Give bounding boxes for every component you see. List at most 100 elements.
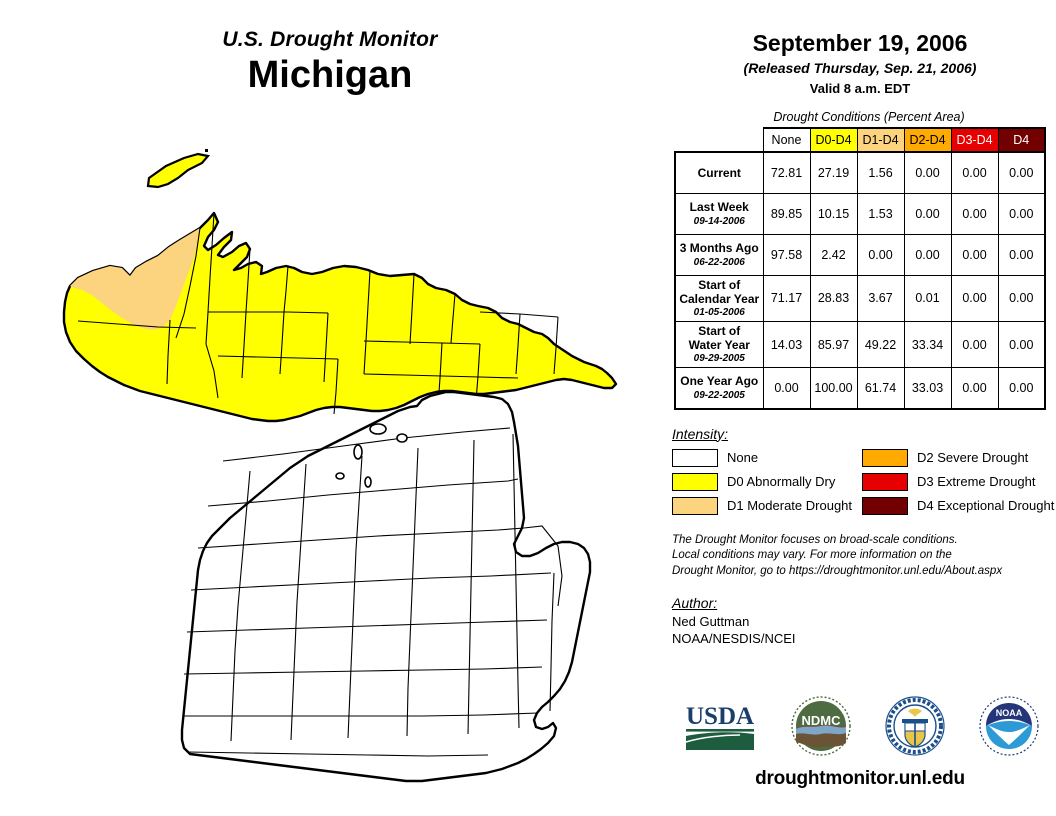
disclaimer-line-1: The Drought Monitor focuses on broad-sca… bbox=[672, 533, 958, 546]
legend-grid: None D2 Severe Drought D0 Abnormally Dry… bbox=[672, 448, 1055, 515]
valid-time: Valid 8 a.m. EDT bbox=[809, 81, 911, 97]
cell-calyear-d1d4: 3.67 bbox=[856, 274, 905, 323]
cell-current-d3d4: 0.00 bbox=[950, 151, 999, 194]
map-county-lines-lp bbox=[183, 427, 563, 757]
drought-conditions-table: None D0-D4 D1-D4 D2-D4 D3-D4 D4 Current … bbox=[674, 127, 1046, 410]
logo-row: USDA NDMC bbox=[668, 688, 1056, 764]
page-title-program: U.S. Drought Monitor bbox=[222, 28, 438, 51]
column-header-d3-d4: D3-D4 bbox=[950, 127, 999, 153]
map-region-lower-peninsula bbox=[180, 390, 592, 783]
row-label-date: 06-22-2006 bbox=[693, 256, 745, 268]
legend-swatch-d4 bbox=[862, 496, 908, 515]
column-header-none: None bbox=[762, 127, 811, 153]
legend-item-d2: D2 Severe Drought bbox=[862, 448, 1052, 467]
intensity-legend: Intensity: None D2 Severe Drought D0 Abn… bbox=[672, 425, 1055, 515]
noaa-logo: NOAA bbox=[979, 696, 1039, 756]
ndmc-logo: NDMC bbox=[791, 696, 851, 756]
row-label-text: One Year Ago bbox=[680, 374, 759, 389]
cell-current-d2d4: 0.00 bbox=[903, 151, 952, 194]
legend-title: Intensity: bbox=[672, 425, 729, 442]
disclaimer-line-2: Local conditions may vary. For more info… bbox=[672, 549, 952, 562]
table-row: Start of Calendar Year 01-05-2006 71.17 2… bbox=[674, 274, 1046, 323]
map-islands bbox=[335, 423, 408, 488]
cell-3months-d1d4: 0.00 bbox=[856, 233, 905, 276]
release-date: (Released Thursday, Sep. 21, 2006) bbox=[743, 60, 977, 77]
legend-swatch-none bbox=[672, 448, 718, 467]
cell-current-d4: 0.00 bbox=[997, 151, 1046, 194]
right-panel: September 19, 2006 (Released Thursday, S… bbox=[664, 0, 1056, 816]
table-row: Start of Water Year 09-29-2005 14.03 85.9… bbox=[674, 321, 1046, 369]
cell-calyear-d4: 0.00 bbox=[997, 274, 1046, 323]
cell-3months-d0d4: 2.42 bbox=[809, 233, 858, 276]
legend-item-d3: D3 Extreme Drought bbox=[862, 472, 1052, 491]
row-label-date: 09-14-2006 bbox=[693, 215, 745, 227]
table-row: 3 Months Ago 06-22-2006 97.58 2.42 0.00 … bbox=[674, 233, 1046, 276]
cell-current-d0d4: 27.19 bbox=[809, 151, 858, 194]
cell-oneyear-d4: 0.00 bbox=[997, 367, 1046, 410]
michigan-drought-map bbox=[18, 116, 663, 816]
table-header-row: None D0-D4 D1-D4 D2-D4 D3-D4 D4 bbox=[675, 127, 1046, 153]
author-affiliation: NOAA/NESDIS/NCEI bbox=[672, 631, 796, 647]
table-row: One Year Ago 09-22-2005 0.00 100.00 61.7… bbox=[674, 367, 1046, 410]
row-label-text: Current bbox=[697, 166, 741, 181]
row-label-one-year-ago: One Year Ago 09-22-2005 bbox=[674, 367, 764, 410]
usda-logo: USDA bbox=[685, 703, 754, 750]
disclaimer-line-3: Drought Monitor, go to https://droughtmo… bbox=[672, 564, 1003, 577]
row-label-date: 09-29-2005 bbox=[693, 353, 745, 365]
legend-swatch-d0 bbox=[672, 472, 718, 491]
cell-lastweek-none: 89.85 bbox=[762, 192, 811, 235]
cell-lastweek-d1d4: 1.53 bbox=[856, 192, 905, 235]
svg-text:NDMC: NDMC bbox=[802, 713, 842, 728]
row-label-text: Last Week bbox=[689, 200, 749, 215]
map-county-lines-up bbox=[77, 212, 559, 415]
cell-calyear-none: 71.17 bbox=[762, 274, 811, 323]
legend-swatch-d3 bbox=[862, 472, 908, 491]
cell-3months-d4: 0.00 bbox=[997, 233, 1046, 276]
legend-label-d4: D4 Exceptional Drought bbox=[917, 498, 1055, 514]
map-dot-isle-royale bbox=[205, 149, 208, 152]
legend-item-none: None bbox=[672, 448, 862, 467]
cell-current-d1d4: 1.56 bbox=[856, 151, 905, 194]
row-label-date: 01-05-2006 bbox=[693, 307, 745, 319]
table-corner-cell bbox=[675, 128, 763, 152]
cell-wateryear-d3d4: 0.00 bbox=[950, 321, 999, 369]
row-label-start-water-year: Start of Water Year 09-29-2005 bbox=[674, 321, 764, 369]
column-header-d1-d4: D1-D4 bbox=[856, 127, 905, 153]
legend-item-d4: D4 Exceptional Drought bbox=[862, 496, 1055, 515]
column-header-d0-d4: D0-D4 bbox=[809, 127, 858, 153]
legend-item-d1: D1 Moderate Drought bbox=[672, 496, 862, 515]
table-row: Current 72.81 27.19 1.56 0.00 0.00 0.00 bbox=[674, 151, 1046, 194]
row-label-text: Start of Water Year bbox=[688, 324, 750, 353]
column-header-d2-d4: D2-D4 bbox=[903, 127, 952, 153]
footer-url: droughtmonitor.unl.edu bbox=[755, 768, 965, 789]
table-row: Last Week 09-14-2006 89.85 10.15 1.53 0.… bbox=[674, 192, 1046, 235]
legend-swatch-d1 bbox=[672, 496, 718, 515]
cell-3months-d2d4: 0.00 bbox=[903, 233, 952, 276]
table-body: Current 72.81 27.19 1.56 0.00 0.00 0.00 … bbox=[674, 151, 1046, 410]
cell-calyear-d2d4: 0.01 bbox=[903, 274, 952, 323]
cell-current-none: 72.81 bbox=[762, 151, 811, 194]
row-label-current: Current bbox=[674, 151, 764, 194]
map-svg bbox=[62, 149, 618, 783]
disclaimer-text: The Drought Monitor focuses on broad-sca… bbox=[672, 533, 1050, 580]
cell-lastweek-d3d4: 0.00 bbox=[950, 192, 999, 235]
cell-lastweek-d4: 0.00 bbox=[997, 192, 1046, 235]
cell-oneyear-d0d4: 100.00 bbox=[809, 367, 858, 410]
table-caption: Drought Conditions (Percent Area) bbox=[773, 110, 965, 125]
author-title: Author: bbox=[672, 595, 718, 612]
cell-wateryear-d0d4: 85.97 bbox=[809, 321, 858, 369]
page-title-state: Michigan bbox=[247, 54, 413, 97]
row-label-3-months-ago: 3 Months Ago 06-22-2006 bbox=[674, 233, 764, 276]
legend-label-d0: D0 Abnormally Dry bbox=[727, 474, 836, 490]
row-label-text: Start of Calendar Year bbox=[679, 277, 760, 307]
cell-oneyear-d1d4: 61.74 bbox=[856, 367, 905, 410]
cell-wateryear-d4: 0.00 bbox=[997, 321, 1046, 369]
svg-text:NOAA: NOAA bbox=[996, 708, 1023, 718]
row-label-text: 3 Months Ago bbox=[679, 241, 759, 256]
author-name: Ned Guttman bbox=[672, 614, 750, 630]
legend-swatch-d2 bbox=[862, 448, 908, 467]
cell-calyear-d3d4: 0.00 bbox=[950, 274, 999, 323]
row-label-date: 09-22-2005 bbox=[693, 389, 745, 401]
title-block: U.S. Drought Monitor Michigan bbox=[0, 28, 660, 98]
cell-3months-none: 97.58 bbox=[762, 233, 811, 276]
